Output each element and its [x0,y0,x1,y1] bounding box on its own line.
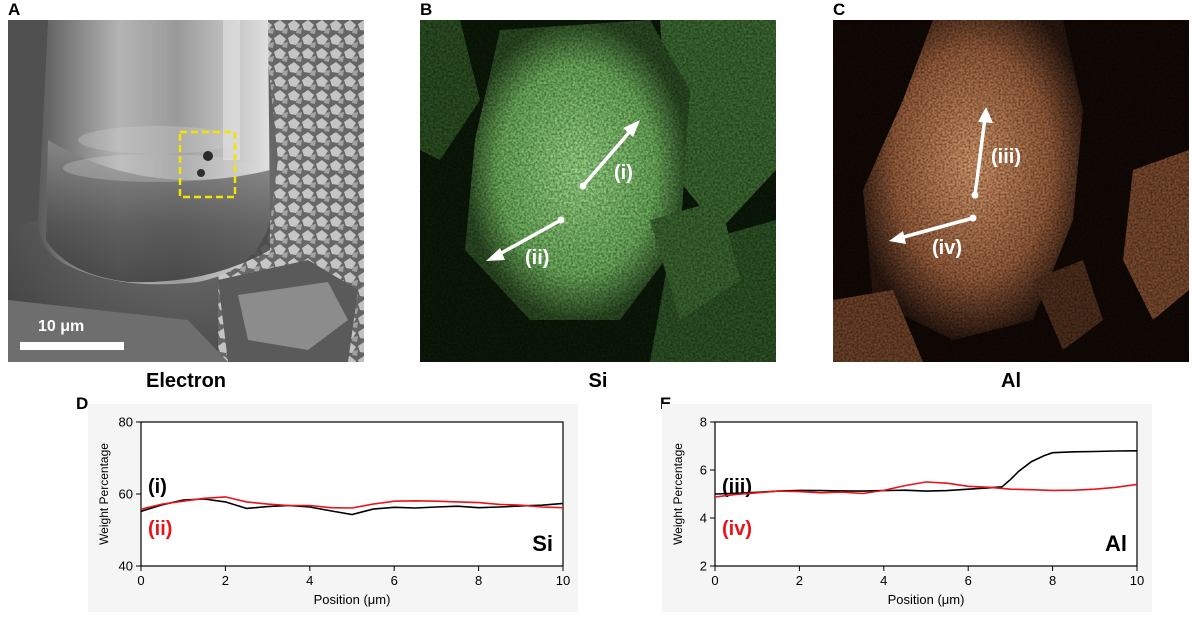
panel-label-e: E [660,394,671,414]
arrow-label-ii: (ii) [525,247,550,269]
arrow-i [581,126,635,188]
si-elemental-map [420,20,776,362]
sem-electron-image [8,20,364,362]
arrow-label-iii: (iii) [991,146,1021,168]
al-x-tick-label: 8 [1049,573,1056,588]
line-profile-al: 0 2 4 6 8 10 2 4 6 8 Position (μm) Weight Percentag… [662,404,1152,612]
al-series-label-1: (iv) [722,518,752,540]
si-series-line-0 [140,498,564,516]
al-x-tick-label: 0 [711,573,718,588]
al-x-axis-label: Position (μm) [888,592,965,607]
al-x-tick-label: 2 [796,573,803,588]
si-series-label-1: (ii) [148,518,172,540]
al-y-axis-label: Weight Percentage [671,443,685,545]
si-x-tick-label: 0 [137,573,144,588]
al-series-line-0 [714,450,1138,495]
al-series-label-0: (iii) [722,476,752,498]
si-y-tick-label: 80 [119,415,133,430]
al-x-tick-label: 6 [965,573,972,588]
si-x-tick-label: 8 [475,573,482,588]
si-y-tick-label: 40 [119,559,133,574]
si-series-line-1 [140,496,564,510]
al-y-tick-label: 2 [700,559,707,574]
caption-al: Al [1001,370,1021,392]
caption-si: Si [588,370,608,392]
panel-label-d: D [76,394,89,413]
scale-bar [20,342,124,350]
panel-label-b: B [420,0,433,19]
caption-electron: Electron [145,370,227,392]
si-y-axis-label: Weight Percentage [97,443,111,545]
al-x-tick-label: 10 [1130,573,1144,588]
al-y-tick-label: 4 [700,511,707,526]
si-element-label: Si [532,531,553,556]
arrow-iv [899,216,974,240]
al-y-tick-label: 6 [700,463,707,478]
al-plot-frame [714,421,1138,567]
si-x-tick-label: 2 [222,573,229,588]
al-element-label: Al [1105,531,1127,556]
panel-label-c: C [833,0,846,19]
arrow-label-iv: (iv) [932,237,962,259]
si-x-tick-label: 6 [391,573,398,588]
arrow-ii [495,218,562,258]
scale-bar-label: 10 μm [38,318,85,335]
panel-label-a: A [8,0,21,19]
line-profile-si: 0 2 4 6 8 10 40 60 80 Position (μm) Weight Percent… [88,404,578,612]
arrow-label-i: (i) [614,162,633,184]
roi-box [178,130,237,199]
si-series-label-0: (i) [148,476,167,498]
si-plot-frame [140,421,564,567]
al-y-tick-label: 8 [700,415,707,430]
al-elemental-map [833,20,1189,362]
si-y-tick-label: 60 [119,487,133,502]
si-x-tick-label: 10 [556,573,570,588]
si-x-tick-label: 4 [306,573,313,588]
al-series-line-1 [714,481,1138,498]
si-x-axis-label: Position (μm) [314,592,391,607]
arrow-iii [973,117,987,196]
al-x-tick-label: 4 [880,573,887,588]
